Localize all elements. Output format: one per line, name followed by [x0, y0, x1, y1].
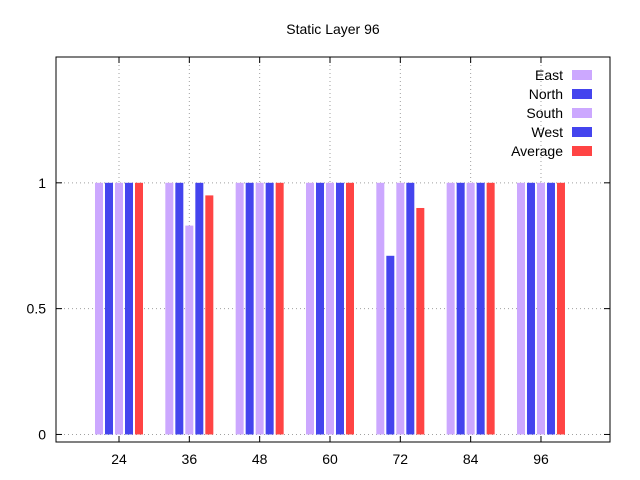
bar-north-84 [456, 182, 465, 435]
bar-south-60 [325, 182, 334, 435]
bar-east-48 [235, 182, 244, 435]
bar-south-24 [115, 182, 123, 435]
bar-south-72 [396, 182, 405, 435]
bar-average-60 [345, 182, 354, 435]
legend-swatch-north [572, 89, 592, 99]
plot-area-frame [55, 56, 611, 443]
legend-label-east: East [535, 67, 563, 83]
bar-north-24 [105, 182, 113, 435]
legend-swatch-average [572, 146, 592, 156]
axis-ticks: 0 0.5 1 24 36 48 60 72 84 96 [27, 57, 610, 467]
bar-west-24 [125, 182, 133, 435]
bar-west-60 [335, 182, 344, 435]
bar-average-84 [486, 182, 495, 435]
bar-west-96 [546, 182, 555, 435]
bar-west-36 [195, 182, 204, 435]
legend-swatch-south [572, 108, 592, 118]
legend-label-average: Average [511, 143, 563, 159]
bar-north-48 [245, 182, 254, 435]
bar-south-84 [466, 182, 475, 435]
legend-swatch-east [572, 70, 592, 80]
y-tick-label: 1 [38, 175, 46, 191]
y-tick-label: 0.5 [27, 301, 47, 317]
x-tick-label: 24 [111, 451, 127, 467]
legend-label-south: South [526, 105, 563, 121]
bar-north-60 [315, 182, 324, 435]
legend-swatch-west [572, 127, 592, 137]
legend-label-west: West [531, 124, 563, 140]
x-tick-label: 60 [322, 451, 338, 467]
bar-north-36 [175, 182, 184, 435]
y-tick-label: 0 [38, 426, 46, 442]
bar-east-60 [305, 182, 314, 435]
x-tick-label: 96 [533, 451, 549, 467]
bar-north-96 [526, 182, 535, 435]
x-tick-label: 36 [182, 451, 198, 467]
x-tick-label: 84 [463, 451, 479, 467]
x-tick-label: 72 [393, 451, 409, 467]
bar-east-72 [376, 182, 385, 435]
chart-title: Static Layer 96 [286, 21, 380, 37]
bars [95, 182, 565, 435]
bar-west-72 [406, 182, 415, 435]
bar-south-36 [185, 225, 194, 435]
bar-average-72 [416, 207, 425, 435]
bar-average-48 [275, 182, 284, 435]
bar-west-48 [265, 182, 274, 435]
bar-south-48 [255, 182, 264, 435]
bar-average-96 [556, 182, 565, 435]
bar-east-84 [446, 182, 455, 435]
bar-west-84 [476, 182, 485, 435]
bar-average-24 [135, 182, 143, 435]
bar-east-96 [516, 182, 525, 435]
legend-label-north: North [529, 86, 563, 102]
bar-north-72 [386, 255, 395, 435]
legend: East North South West Average [511, 67, 592, 159]
x-tick-label: 48 [252, 451, 268, 467]
bar-south-96 [536, 182, 545, 435]
bar-east-24 [95, 182, 103, 435]
bar-average-36 [205, 195, 214, 435]
bar-east-36 [165, 182, 174, 435]
